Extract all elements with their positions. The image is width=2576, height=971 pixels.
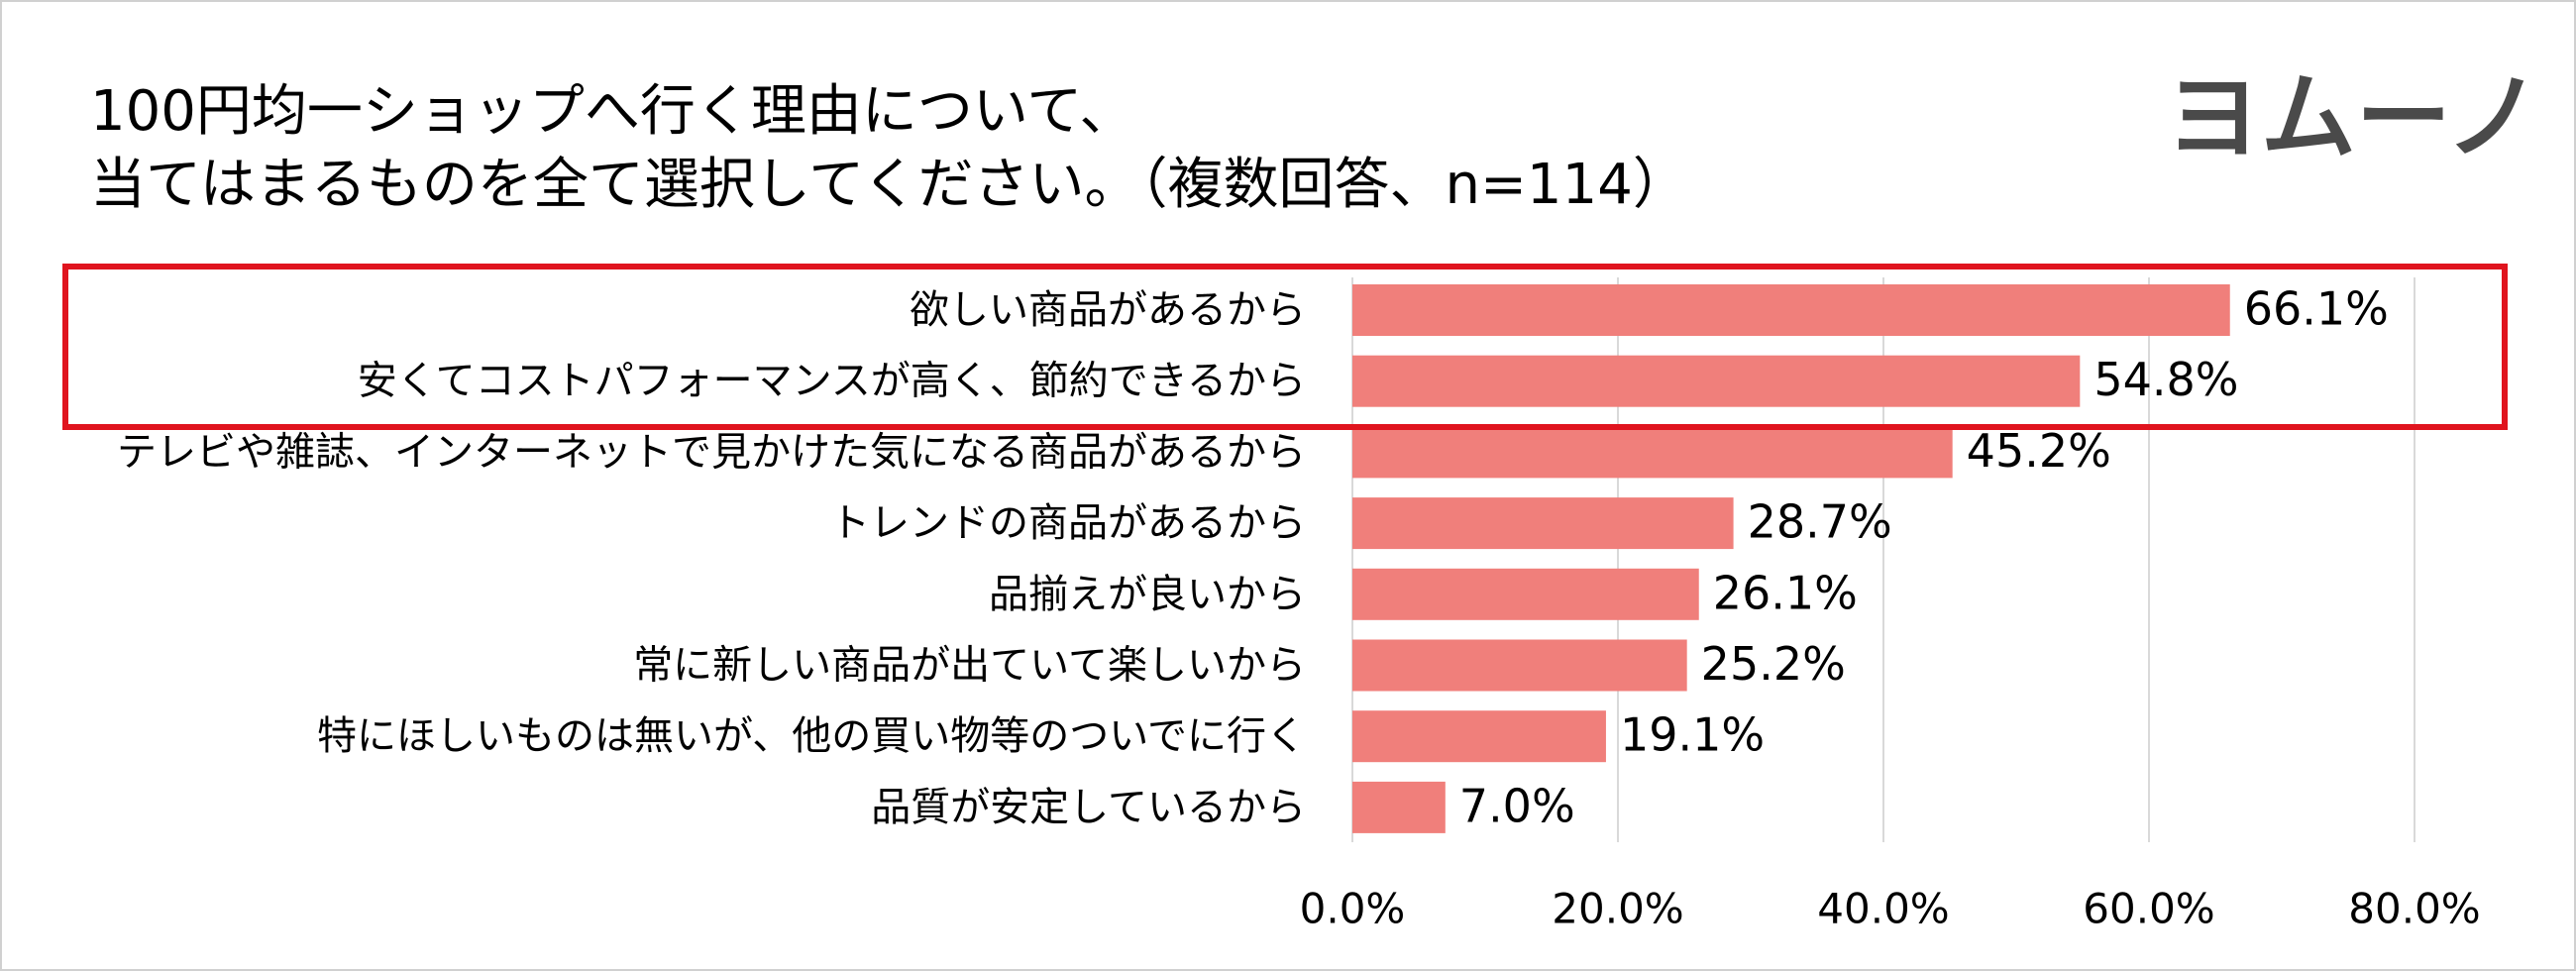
x-tick-label: 60.0% [2083, 885, 2214, 933]
value-label: 7.0% [1459, 779, 1575, 832]
value-label: 28.7% [1748, 495, 1892, 549]
x-tick-label: 0.0% [1300, 885, 1406, 933]
highlight-box [62, 264, 2508, 430]
value-label: 54.8% [2093, 353, 2238, 406]
value-label: 25.2% [1701, 637, 1846, 691]
value-label: 45.2% [1967, 424, 2111, 478]
chart-title: 当てはまるものを全て選択してください。（複数回答、n=114） [90, 153, 1688, 217]
x-tick-label: 80.0% [2348, 885, 2480, 933]
bar [1352, 355, 2081, 407]
bar [1352, 284, 2230, 336]
y-tick-label: トレンドの商品があるから [830, 500, 1306, 546]
bar [1352, 497, 1734, 550]
bar [1352, 781, 1446, 833]
y-tick-label: 特にほしいものは無いが、他の買い物等のついでに行く [317, 713, 1306, 759]
value-label: 19.1% [1620, 708, 1765, 762]
y-tick-label: テレビや雑誌、インターネットで見かけた気になる商品があるから [117, 429, 1306, 475]
bar [1352, 426, 1953, 479]
y-tick-label: 欲しい商品があるから [910, 287, 1306, 333]
y-tick-label: 安くてコストパフォーマンスが高く、節約できるから [358, 359, 1306, 404]
value-label: 66.1% [2244, 282, 2389, 336]
bar [1352, 568, 1699, 620]
bar [1352, 710, 1606, 763]
logo: ヨムーノ [2166, 61, 2540, 172]
value-label: 26.1% [1713, 566, 1858, 619]
x-tick-label: 20.0% [1552, 885, 1683, 933]
y-tick-label: 品揃えが良いから [989, 572, 1306, 617]
y-tick-label: 常に新しい商品が出ていて楽しいから [633, 643, 1306, 689]
bar [1352, 639, 1687, 692]
y-tick-label: 品質が安定しているから [871, 785, 1306, 830]
x-tick-label: 40.0% [1817, 885, 1949, 933]
chart-title: 100円均一ショップへ行く理由について、 [90, 79, 1134, 144]
